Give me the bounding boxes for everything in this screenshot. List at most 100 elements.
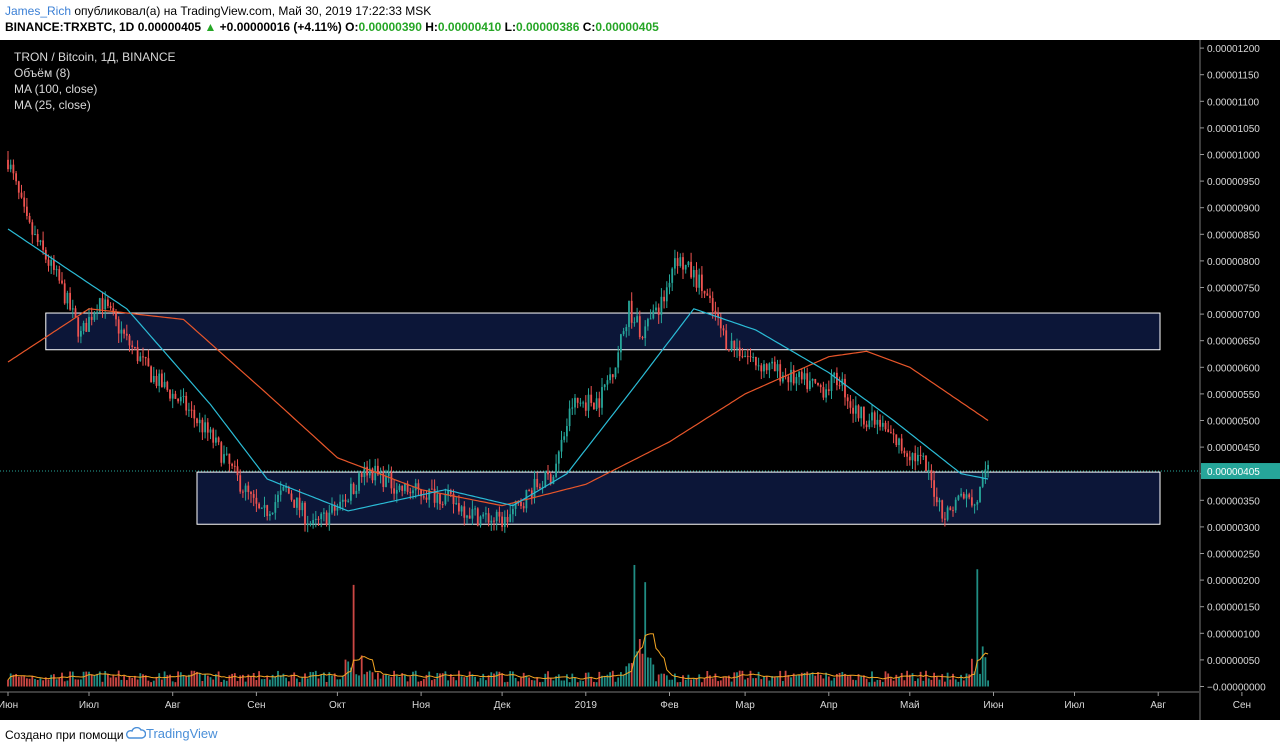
volume-bar [317, 678, 320, 687]
candle-body [355, 490, 358, 494]
price-tick-label: 0.00000300 [1207, 523, 1260, 534]
volume-bar [576, 682, 579, 687]
volume-bar [512, 671, 514, 687]
volume-bar [733, 672, 736, 687]
volume-bar [377, 672, 379, 687]
candle-body [687, 261, 690, 265]
time-tick-label: Июн [0, 700, 18, 711]
volume-bar [771, 675, 773, 687]
tradingview-logo[interactable]: TradingView [126, 726, 218, 741]
candle-body [800, 371, 803, 380]
volume-bar [287, 681, 290, 687]
volume-bar [333, 673, 336, 687]
candle-body [895, 434, 898, 446]
candle-body [630, 300, 633, 323]
volume-bar [844, 673, 846, 687]
candle-body [401, 485, 404, 491]
volume-bar [90, 674, 93, 687]
volume-bar [817, 672, 819, 687]
volume-bar [630, 662, 633, 687]
volume-bar [803, 672, 806, 687]
volume-bar [892, 680, 895, 687]
volume-bar [228, 675, 231, 687]
candle-body [125, 333, 128, 336]
volume-bar [36, 679, 39, 687]
candle-body [296, 497, 298, 508]
volume-bar [347, 661, 350, 687]
volume-bar [927, 678, 930, 687]
candle-body [576, 397, 579, 403]
candle-body [107, 299, 109, 306]
volume-bar [944, 681, 946, 687]
volume-bar [965, 673, 968, 687]
candle-body [150, 366, 152, 383]
candle-body [703, 291, 706, 294]
candle-body [962, 493, 965, 499]
candle-body [460, 506, 463, 512]
candle-body [31, 222, 34, 235]
chart-area[interactable]: 0.00001200 0.00001150 0.00001100 0.00001050… [0, 40, 1280, 720]
volume-bar [166, 675, 169, 687]
volume-bar [474, 676, 476, 687]
candle-body [660, 296, 663, 315]
candle-body [279, 490, 282, 495]
volume-bar [641, 653, 644, 687]
volume-bar [868, 682, 871, 687]
volume-bar [88, 671, 90, 687]
time-tick-label: Авг [165, 700, 181, 711]
candle-body [9, 164, 12, 170]
time-tick-label: Ноя [412, 700, 430, 711]
volume-bar [379, 678, 382, 687]
volume-bar [533, 680, 536, 687]
candle-body [201, 419, 204, 433]
candle-body [490, 520, 493, 523]
volume-bar [293, 672, 296, 687]
candle-body [622, 331, 625, 335]
volume-bar [252, 672, 255, 687]
volume-bar [822, 678, 825, 687]
candle-body [987, 464, 989, 470]
volume-bar [425, 674, 428, 687]
candle-body [892, 433, 895, 435]
candle-body [80, 330, 82, 337]
candle-body [458, 503, 460, 512]
candle-body [290, 493, 293, 500]
candle-body [417, 483, 420, 490]
candle-body [277, 494, 279, 503]
candle-body [984, 469, 987, 478]
candle-body [609, 374, 611, 381]
volume-bar [547, 671, 549, 687]
legend-volume[interactable]: Объём (8) [14, 66, 71, 80]
volume-bar [155, 676, 158, 687]
volume-bar [528, 677, 530, 687]
volume-bar [668, 679, 671, 687]
chart-footer: Создано при помощи TradingView [0, 720, 1280, 752]
candle-body [825, 389, 827, 398]
volume-bar [363, 674, 366, 687]
price-tick-label: 0.00000600 [1207, 363, 1260, 374]
volume-bar [784, 670, 787, 687]
candle-body [471, 509, 474, 519]
candle-body [944, 518, 946, 520]
candle-body [930, 469, 933, 481]
legend-ma25[interactable]: MA (25, close) [14, 98, 91, 112]
volume-bar [82, 671, 85, 687]
volume-bar [44, 677, 47, 687]
volume-bar [109, 677, 112, 687]
candle-body [981, 477, 984, 487]
candle-body [709, 295, 711, 299]
candle-body [58, 269, 61, 281]
volume-bar [555, 676, 557, 687]
volume-bar [730, 681, 733, 687]
volume-bar [563, 680, 566, 687]
candle-body [611, 374, 614, 378]
chart-canvas[interactable]: 0.00001200 0.00001150 0.00001100 0.00001050… [0, 40, 1280, 720]
author-link[interactable]: James_Rich [5, 4, 72, 18]
volume-bar [144, 675, 147, 687]
candle-body [714, 310, 717, 314]
candle-body [960, 493, 962, 496]
candle-body [903, 450, 906, 454]
legend-ma100[interactable]: MA (100, close) [14, 82, 98, 96]
volume-bar [849, 675, 852, 687]
candle-body [919, 454, 922, 457]
